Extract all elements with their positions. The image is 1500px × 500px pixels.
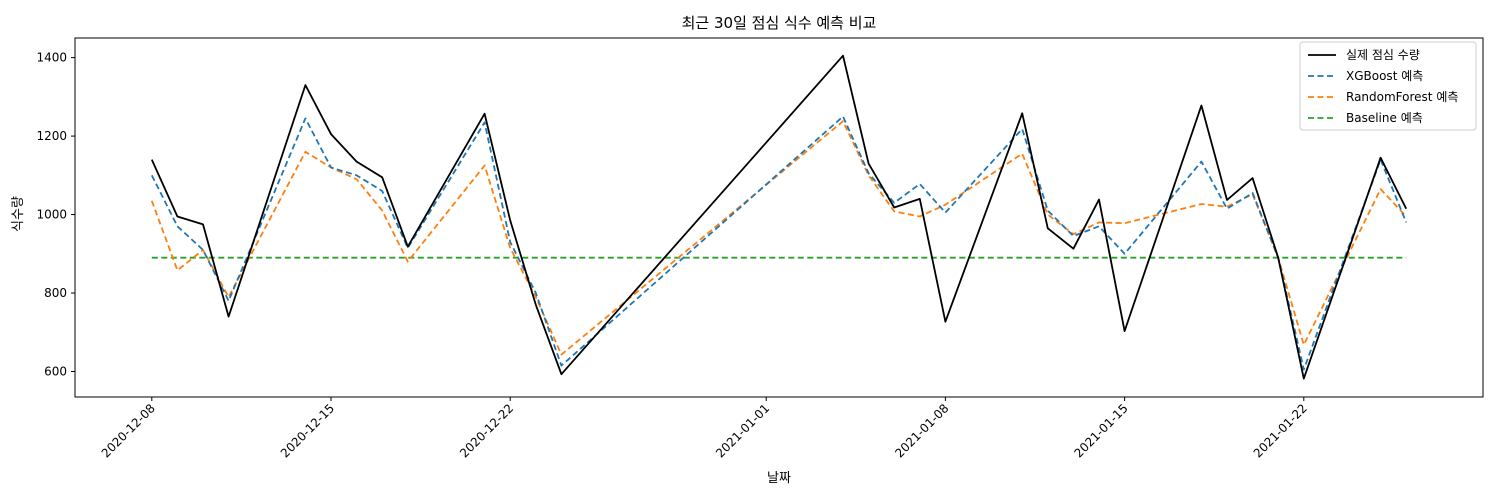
series-line-1 bbox=[150, 54, 1408, 380]
x-tick-label: 2021-01-22 bbox=[1251, 401, 1310, 460]
x-tick-label: 2021-01-01 bbox=[713, 401, 772, 460]
series-line-3 bbox=[150, 120, 1407, 356]
y-tick-label: 1000 bbox=[36, 208, 67, 222]
x-tick-label: 2021-01-08 bbox=[892, 401, 951, 460]
x-tick-label: 2020-12-22 bbox=[457, 401, 516, 460]
legend: 실제 점심 수량 XGBoost 예측 RandomForest 예측 Baselin… bbox=[1299, 41, 1477, 131]
chart-title: 최근 30일 점심 식수 예측 비교 bbox=[682, 14, 877, 32]
x-axis-label: 날짜 bbox=[767, 471, 791, 486]
y-axis-label: 식수량 bbox=[11, 196, 26, 232]
y-tick-label: 600 bbox=[44, 364, 67, 378]
x-tick-label: 2020-12-15 bbox=[278, 401, 337, 460]
y-tick-label: 1400 bbox=[36, 51, 67, 65]
legend-label: Baseline 예측 bbox=[1346, 111, 1423, 125]
y-tick-label: 800 bbox=[44, 286, 67, 300]
x-tick-label: 2021-01-15 bbox=[1072, 401, 1131, 460]
legend-label: XGBoost 예측 bbox=[1346, 69, 1423, 83]
legend-frame bbox=[1299, 41, 1477, 131]
legend-label: 실제 점심 수량 bbox=[1346, 48, 1420, 62]
legend-label: RandomForest 예측 bbox=[1346, 90, 1458, 104]
y-tick-label: 1200 bbox=[36, 129, 67, 143]
x-tick-label: 2020-12-08 bbox=[99, 401, 158, 460]
series-line-2 bbox=[150, 115, 1408, 371]
axes-frame bbox=[74, 37, 1484, 398]
plot-area: 600 800 1000 1200 1400 2020-12-08 2020-12-15 20… bbox=[36, 37, 1484, 460]
